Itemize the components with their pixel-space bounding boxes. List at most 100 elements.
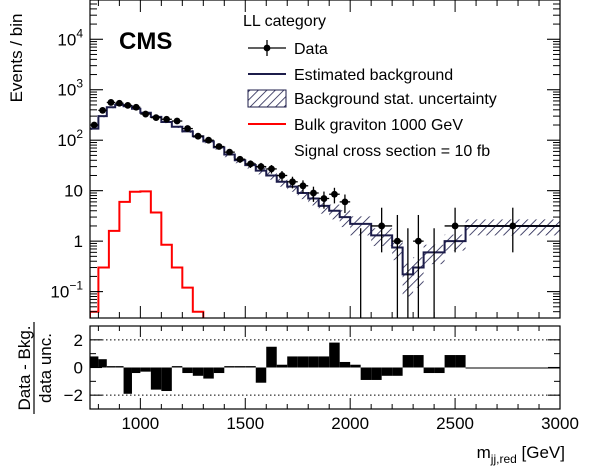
data-marker — [226, 148, 233, 156]
ratio-xlabel-main: m — [477, 443, 491, 462]
legend-entry-uncertainty: Background stat. uncertainty — [247, 89, 497, 108]
main-y-tick-label: 104 — [57, 26, 83, 49]
ratio-bar — [287, 356, 298, 368]
ratio-bar — [444, 355, 456, 368]
data-point — [182, 125, 193, 132]
ratio-bar — [115, 366, 124, 368]
ratio-bar — [308, 356, 319, 368]
ratio-bar — [434, 367, 445, 374]
ratio-bar — [455, 355, 466, 368]
ratio-x-tick-label: 3000 — [541, 414, 579, 433]
ratio-bar — [90, 356, 99, 368]
data-point — [392, 214, 403, 318]
main-y-tick-exponent: −1 — [69, 279, 83, 293]
ratio-panel: −2 0 2 1000 1500 2000 2500 3000 Data - Bkg. dat… — [15, 322, 579, 466]
main-ylabel: Events / bin — [7, 14, 26, 103]
ratio-xlabel-sub: jj,red — [490, 452, 517, 466]
ratio-bar — [161, 367, 172, 392]
main-y-tick-base: 10 — [57, 30, 76, 49]
ratio-bar — [140, 367, 151, 372]
ratio-x-tick-label: 1500 — [226, 414, 264, 433]
data-point — [106, 99, 116, 106]
data-point — [171, 117, 183, 125]
legend-note: Signal cross section = 10 fb — [294, 143, 490, 160]
data-point — [465, 207, 560, 253]
data-marker — [278, 172, 286, 179]
data-point — [297, 180, 309, 193]
ratio-bars — [90, 342, 560, 394]
data-point — [213, 143, 225, 150]
data-marker — [414, 237, 422, 245]
ratio-bar — [245, 366, 256, 368]
ratio-bar — [255, 367, 267, 383]
ratio-bar — [402, 355, 414, 368]
data-point — [255, 162, 267, 172]
main-y-tick-base: 10 — [57, 81, 76, 100]
legend-uncertainty-swatch — [247, 89, 287, 108]
data-marker — [99, 106, 106, 114]
main-y-tick-label: 10 — [64, 182, 83, 201]
data-point — [339, 194, 351, 214]
data-point — [115, 99, 124, 107]
data-marker — [310, 189, 317, 197]
data-marker — [289, 178, 296, 186]
ratio-ylabel-top: Data - Bkg. — [15, 325, 34, 410]
ratio-bar — [318, 356, 330, 368]
ratio-bar — [371, 367, 382, 380]
ratio-y-tick-label: 2 — [74, 331, 83, 350]
data-point — [131, 103, 141, 111]
ratio-bar — [423, 367, 435, 374]
legend: LL category Data Estimated background Ba… — [243, 13, 497, 160]
ratio-bar — [224, 366, 235, 368]
legend-label-uncertainty: Background stat. uncertainty — [294, 91, 497, 108]
data-points — [90, 99, 560, 318]
legend-entry-data: Data — [248, 40, 328, 58]
data-marker — [115, 99, 123, 107]
data-marker — [132, 103, 140, 111]
data-marker — [163, 115, 170, 123]
ratio-bar — [350, 364, 361, 368]
data-marker — [184, 125, 191, 132]
data-point — [413, 214, 424, 318]
main-y-tick-base: 10 — [50, 283, 69, 302]
data-point — [234, 155, 246, 163]
uncertainty-bin — [339, 210, 351, 228]
ratio-bar — [381, 367, 393, 376]
data-marker — [173, 117, 181, 125]
data-point — [150, 114, 162, 122]
ratio-bar — [276, 364, 288, 368]
ratio-xlabel: mjj,red [GeV] — [477, 443, 565, 466]
data-point — [444, 207, 466, 253]
data-point — [245, 160, 256, 168]
ratio-bar — [465, 367, 560, 369]
ratio-bar — [339, 361, 351, 368]
data-point — [329, 187, 340, 204]
data-point — [276, 171, 288, 182]
data-point — [266, 165, 277, 174]
ratio-bar — [413, 355, 424, 368]
data-point — [161, 115, 172, 123]
ratio-x-tick-label: 2000 — [331, 414, 369, 433]
data-marker — [299, 182, 307, 190]
main-y-tick-label: 1 — [74, 232, 83, 251]
data-point — [318, 191, 330, 209]
main-frame — [89, 0, 561, 319]
data-point — [192, 132, 204, 140]
ratio-axis-ticks: −2 0 2 1000 1500 2000 2500 3000 — [64, 325, 579, 433]
main-y-tick-base: 10 — [57, 131, 76, 150]
data-marker — [124, 101, 132, 109]
signal-step-line — [90, 190, 205, 318]
background-step-line — [90, 103, 560, 276]
data-marker — [142, 110, 150, 118]
data-marker — [393, 237, 401, 245]
main-y-tick-label: 102 — [57, 127, 83, 150]
data-point — [308, 186, 319, 202]
ratio-ylabel-bottom: data unc. — [36, 333, 55, 403]
ratio-bar — [123, 367, 132, 394]
ratio-bar — [203, 367, 214, 379]
ratio-bar — [192, 367, 204, 376]
data-marker — [236, 155, 244, 163]
cms-label: CMS — [119, 28, 172, 55]
main-y-tick-exponent: 4 — [76, 26, 83, 40]
